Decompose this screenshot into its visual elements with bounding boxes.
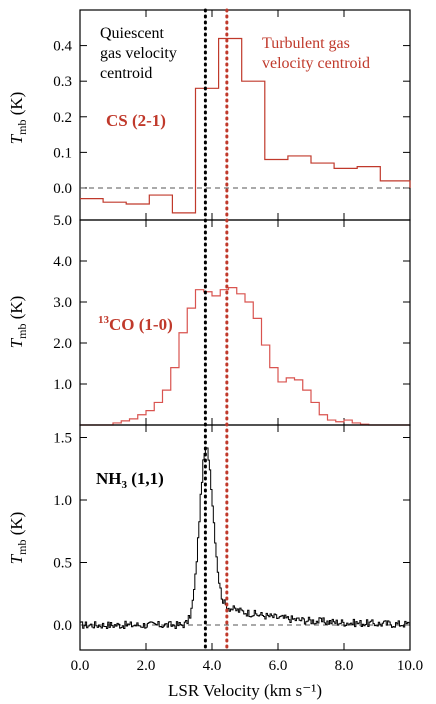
cs-spectrum-line (80, 37, 411, 214)
x-tick-label: 0.0 (71, 658, 90, 674)
panel-cs-ylabel: Tmb (K) (7, 92, 29, 145)
panel-co-ytick-label: 1.0 (53, 377, 72, 393)
x-tick-label: 6.0 (269, 658, 288, 674)
panel-co-ytick-label: 5.0 (53, 213, 72, 229)
x-axis-title: LSR Velocity (km s⁻¹) (168, 681, 322, 700)
x-tick-label: 8.0 (335, 658, 354, 674)
co-line-label: 13CO (1-0) (98, 314, 173, 334)
turbulent-annotation: Turbulent gas velocity centroid (262, 35, 370, 72)
panel-nh3-ytick-label: 1.0 (53, 493, 72, 509)
quiescent-annotation-line-2: gas velocity (100, 45, 177, 62)
panel-co-ylabel: Tmb (K) (7, 296, 29, 349)
panel-nh3-ytick-label: 0.0 (53, 618, 72, 634)
panel-co-ytick-label: 3.0 (53, 295, 72, 311)
velocity-centroid-lines (203, 8, 229, 652)
panel-co-ytick-label: 4.0 (53, 254, 72, 270)
panel-nh3: 1.5 1.0 0.5 0.0 Tmb (K) NH3 (1,1) (7, 424, 411, 651)
panel-cs-ytick-label: 0.2 (53, 110, 72, 126)
panel-cs: 0.4 0.3 0.2 0.1 0.0 Tmb (K) CS (2-1) Quiesce… (7, 9, 411, 221)
co-spectrum-line (80, 287, 410, 426)
panel-nh3-ticks: 1.5 1.0 0.5 0.0 (53, 425, 411, 650)
panel-cs-ytick-label: 0.1 (53, 145, 72, 161)
x-tick-label: 2.0 (137, 658, 156, 674)
panel-co-ticks: 5.0 4.0 3.0 2.0 1.0 (53, 213, 411, 425)
panel-cs-ytick-label: 0.0 (53, 181, 72, 197)
panel-co-ytick-label: 2.0 (53, 336, 72, 352)
x-axis-ticks: 0.0 2.0 4.0 6.0 8.0 10.0 (71, 658, 424, 674)
quiescent-annotation-line-3: centroid (100, 65, 152, 82)
x-tick-label: 10.0 (397, 658, 423, 674)
panel-cs-ytick-label: 0.4 (53, 39, 72, 55)
quiescent-annotation-line-1: Quiescent (100, 25, 165, 42)
nh3-line-label: NH3 (1,1) (96, 469, 164, 491)
turbulent-annotation-line-2: velocity centroid (262, 55, 370, 72)
panel-nh3-ytick-label: 0.5 (53, 556, 72, 572)
panel-nh3-ytick-label: 1.5 (53, 431, 72, 447)
turbulent-annotation-line-1: Turbulent gas (262, 35, 350, 52)
x-tick-label: 4.0 (203, 658, 222, 674)
cs-line-label: CS (2-1) (106, 111, 166, 130)
nh3-spectrum-line (80, 447, 411, 630)
panel-cs-ytick-label: 0.3 (53, 74, 72, 90)
panel-nh3-ylabel: Tmb (K) (7, 512, 29, 565)
quiescent-annotation: Quiescent gas velocity centroid (100, 25, 177, 82)
panel-cs-ticks: 0.4 0.3 0.2 0.1 0.0 (53, 10, 411, 220)
panel-nh3-frame (79, 424, 411, 651)
panel-co: 5.0 4.0 3.0 2.0 1.0 Tmb (K) 13CO (1-0) (7, 213, 411, 426)
